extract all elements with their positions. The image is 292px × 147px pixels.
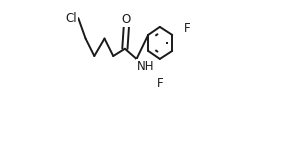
Text: Cl: Cl xyxy=(65,12,77,25)
Text: O: O xyxy=(122,13,131,26)
Text: NH: NH xyxy=(137,60,155,73)
Text: F: F xyxy=(184,22,191,35)
Text: F: F xyxy=(157,77,163,90)
